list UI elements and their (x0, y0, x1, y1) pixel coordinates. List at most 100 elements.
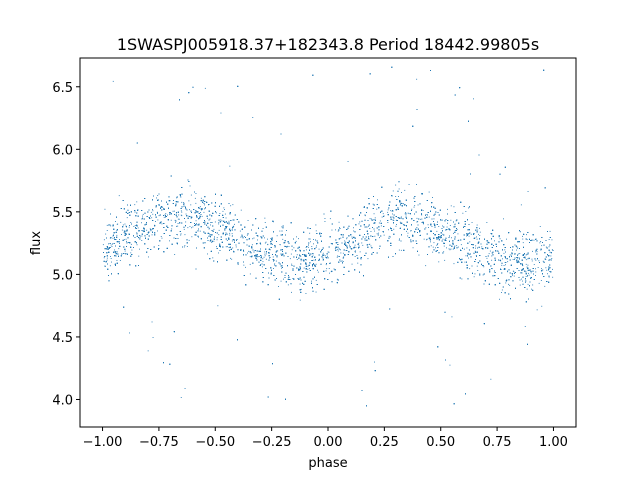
data-point (369, 218, 371, 220)
data-point (176, 225, 177, 227)
data-point (530, 270, 532, 272)
data-point (477, 270, 479, 271)
data-point (530, 272, 532, 274)
data-point (398, 249, 400, 251)
data-point (398, 239, 400, 241)
data-point (378, 232, 379, 234)
data-point (347, 161, 349, 162)
data-point (125, 238, 127, 240)
data-point (124, 234, 126, 236)
data-point (328, 251, 330, 253)
data-point (389, 236, 391, 238)
data-point (427, 214, 428, 216)
data-point (224, 213, 226, 215)
data-point (421, 209, 423, 211)
data-point (402, 224, 404, 225)
data-point (327, 257, 329, 259)
data-point (364, 215, 366, 217)
data-point (483, 266, 485, 268)
data-point (110, 258, 112, 259)
data-point (213, 240, 215, 242)
data-point (154, 224, 156, 226)
data-point (450, 219, 452, 221)
data-point (456, 245, 458, 247)
data-point (387, 222, 389, 223)
data-point (158, 215, 160, 217)
data-point (265, 253, 267, 255)
data-point (527, 253, 529, 255)
data-point (337, 242, 339, 243)
data-point (418, 254, 420, 256)
data-point (516, 246, 518, 248)
data-point (239, 230, 241, 232)
data-point (103, 239, 105, 241)
data-point (416, 227, 418, 228)
data-point (262, 228, 264, 229)
data-point (267, 243, 269, 245)
data-point (453, 232, 454, 234)
data-point (504, 262, 506, 263)
data-point (121, 229, 123, 231)
data-point (104, 208, 106, 210)
data-point (120, 221, 122, 223)
data-point (524, 257, 526, 259)
data-point (217, 305, 219, 307)
data-point (393, 228, 395, 230)
data-point (528, 272, 529, 274)
data-point (504, 249, 506, 251)
data-point (391, 195, 392, 196)
data-point (535, 268, 536, 270)
data-point (399, 204, 401, 206)
data-point (549, 258, 551, 260)
data-point (299, 299, 301, 301)
data-point (408, 184, 410, 185)
data-point (395, 196, 397, 197)
data-point (547, 273, 548, 275)
data-point (313, 243, 314, 245)
data-point (443, 245, 445, 247)
data-point (146, 229, 148, 231)
data-point (359, 221, 361, 223)
data-point (536, 309, 538, 311)
data-point (172, 210, 174, 212)
data-point (178, 214, 180, 216)
data-point (533, 239, 535, 241)
data-point (152, 209, 153, 210)
data-point (491, 268, 493, 270)
data-point (451, 316, 453, 318)
data-point (216, 212, 217, 214)
data-point (517, 247, 519, 249)
data-point (514, 259, 515, 260)
data-points (102, 66, 554, 407)
data-point (232, 204, 234, 206)
data-point (282, 238, 284, 240)
data-point (220, 112, 222, 114)
data-point (262, 261, 264, 263)
data-point (413, 206, 415, 208)
data-point (422, 210, 424, 211)
data-point (275, 260, 277, 262)
data-point (106, 230, 108, 231)
data-point (218, 223, 220, 225)
data-point (273, 268, 274, 269)
data-point (531, 288, 532, 290)
data-point (296, 259, 298, 260)
data-point (180, 196, 182, 198)
data-point (499, 298, 500, 300)
data-point (427, 224, 429, 226)
data-point (180, 397, 182, 398)
data-point (138, 237, 140, 239)
data-point (139, 236, 141, 238)
data-point (224, 209, 225, 210)
data-point (256, 243, 258, 245)
data-point (336, 256, 338, 258)
data-point (295, 240, 297, 242)
data-point (541, 305, 543, 307)
data-point (503, 265, 505, 266)
data-point (425, 227, 427, 229)
data-point (307, 265, 309, 267)
data-point (176, 197, 178, 199)
data-point (216, 239, 218, 241)
data-point (315, 230, 317, 232)
data-point (486, 257, 488, 259)
